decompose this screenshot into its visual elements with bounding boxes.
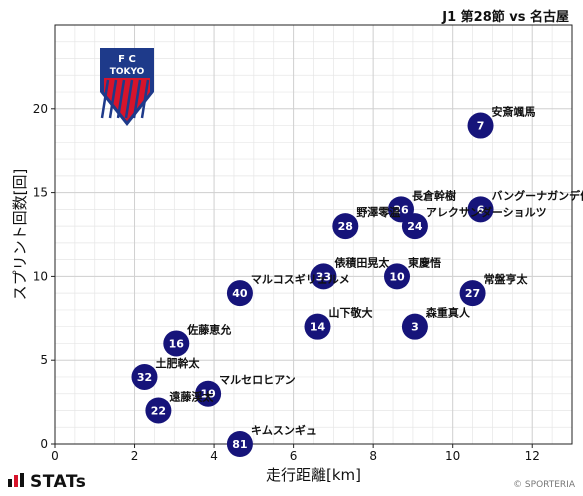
- point-number-label: 3: [411, 321, 419, 334]
- chart-title: J1 第28節 vs 名古屋: [442, 10, 569, 25]
- y-tick-label: 20: [33, 102, 48, 116]
- player-name-label: アレクサンダーショルツ: [426, 205, 547, 219]
- data-point: [401, 213, 428, 240]
- player-name-label: キムスンギュ: [251, 423, 317, 437]
- player-name-label: 佐藤恵允: [186, 322, 231, 336]
- point-number-label: 33: [316, 270, 331, 283]
- x-tick-label: 6: [290, 449, 298, 463]
- x-tick-label: 2: [131, 449, 139, 463]
- player-name-label: 遠藤渓太: [169, 389, 214, 403]
- y-tick-label: 10: [33, 269, 48, 283]
- player-name-label: 安斎颯馬: [492, 105, 536, 119]
- point-number-label: 32: [137, 371, 152, 384]
- data-point: [226, 280, 253, 307]
- y-tick-label: 0: [40, 437, 48, 451]
- point-number-label: 81: [232, 438, 247, 451]
- data-point: [163, 330, 190, 357]
- player-name-label: マルセロヒアン: [219, 374, 296, 387]
- x-tick-label: 10: [445, 449, 460, 463]
- data-point: [401, 313, 428, 340]
- y-axis-label: スプリント回数[回]: [11, 169, 29, 301]
- data-point: [384, 263, 411, 290]
- point-number-label: 16: [169, 337, 185, 350]
- point-number-label: 28: [338, 220, 353, 233]
- player-name-label: 山下敬大: [328, 306, 372, 320]
- player-name-label: マルコスギリェルメ: [251, 272, 350, 286]
- player-name-label: 野澤零温: [356, 205, 400, 219]
- data-point: [226, 431, 253, 457]
- x-tick-label: 4: [210, 449, 218, 463]
- svg-text:F C: F C: [118, 54, 136, 65]
- player-name-label: 森重真人: [426, 306, 471, 320]
- player-name-label: バングーナガンデ佳史扶: [492, 188, 583, 202]
- point-number-label: 27: [465, 287, 480, 300]
- fc-tokyo-logo-icon: F C TOKYO: [100, 48, 154, 126]
- x-tick-label: 8: [369, 449, 377, 463]
- point-number-label: 40: [232, 287, 248, 300]
- x-tick-label: 12: [525, 449, 540, 463]
- y-tick-label: 5: [40, 353, 48, 367]
- data-point: [304, 313, 331, 340]
- stats-logo: STATs: [8, 472, 86, 492]
- data-point: [332, 213, 359, 240]
- point-number-label: 7: [477, 120, 485, 133]
- player-name-label: 俵積田晃太: [334, 255, 390, 269]
- point-number-label: 26: [393, 203, 409, 216]
- data-point: [131, 363, 158, 390]
- player-name-label: 常盤亨太: [484, 272, 529, 286]
- point-number-label: 22: [151, 404, 166, 417]
- copyright-text: © SPORTERIA: [513, 480, 575, 490]
- x-axis-label: 走行距離[km]: [266, 466, 361, 484]
- plot-frame: [54, 24, 573, 445]
- data-point: [467, 112, 494, 139]
- x-tick-label: 0: [51, 449, 59, 463]
- data-point: [310, 263, 337, 290]
- data-point: [195, 380, 222, 407]
- player-name-label: 長倉幹樹: [412, 188, 456, 202]
- point-number-label: 19: [200, 388, 215, 401]
- data-point: [145, 397, 172, 424]
- point-number-label: 14: [310, 321, 326, 334]
- y-tick-label: 15: [33, 186, 48, 200]
- point-number-label: 24: [407, 220, 423, 233]
- data-point: [467, 196, 494, 223]
- stats-brand: STATs: [30, 472, 87, 492]
- point-number-label: 10: [389, 270, 405, 283]
- svg-text:TOKYO: TOKYO: [110, 67, 145, 77]
- data-point: [459, 280, 486, 307]
- bar-chart-icon: [8, 472, 26, 492]
- player-name-label: 東慶悟: [408, 255, 441, 269]
- point-number-label: 6: [477, 203, 485, 216]
- player-name-label: 土肥幹太: [155, 356, 200, 370]
